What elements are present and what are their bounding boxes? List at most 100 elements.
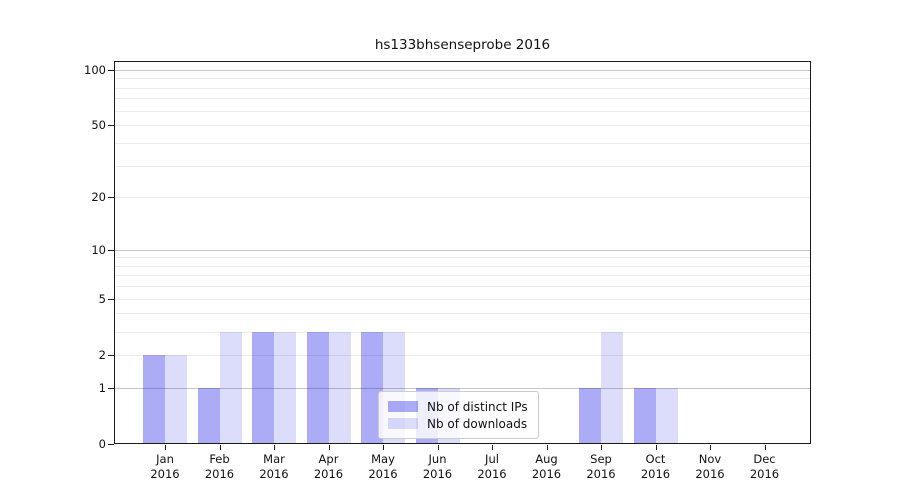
gridline-minor	[114, 265, 811, 267]
x-tick-label-line: 2016	[313, 467, 344, 481]
x-tick-label: Nov 2016	[678, 452, 742, 482]
x-tick	[383, 445, 384, 450]
y-tick	[108, 354, 114, 356]
gridline-minor	[114, 98, 811, 100]
y-tick-label: 0	[98, 437, 106, 451]
y-tick	[108, 444, 114, 445]
x-tick	[219, 445, 221, 450]
y-tick-label: 50	[91, 118, 106, 133]
bar-downloads-jan	[165, 354, 187, 444]
x-tick-label: Dec 2016	[733, 452, 797, 482]
y-tick	[108, 69, 114, 71]
gridline-major	[114, 69, 811, 71]
x-tick-label: Jan 2016	[133, 452, 197, 482]
gridline-minor	[114, 313, 811, 315]
gridline-major	[114, 249, 811, 251]
gridline-minor	[114, 142, 811, 144]
legend: Nb of distinct IPs Nb of downloads	[378, 391, 539, 439]
x-tick-label: Mar 2016	[242, 452, 306, 482]
x-tick-label-line: Dec	[753, 452, 776, 466]
x-tick-label-line: Jun	[428, 452, 447, 466]
gridline-minor	[114, 286, 811, 288]
x-tick-label-line: Sep	[590, 452, 612, 466]
x-tick-label: Jul 2016	[460, 452, 524, 482]
gridline-minor	[114, 197, 811, 199]
bar-downloads-apr	[328, 331, 351, 444]
gridline-minor	[114, 125, 811, 127]
x-tick-label-line: Apr	[318, 452, 339, 466]
x-tick-label-line: 2016	[150, 467, 180, 481]
gridline-minor	[114, 275, 811, 277]
x-tick-label-line: Oct	[645, 452, 666, 466]
bar-distinct-ips-may	[361, 331, 383, 444]
bar-downloads-mar	[274, 331, 296, 444]
gridline-minor	[114, 257, 811, 259]
x-tick-label-line: Mar	[263, 452, 285, 466]
bar-distinct-ips-mar	[252, 331, 274, 444]
x-tick-label: May 2016	[351, 452, 415, 482]
gridline-minor	[114, 298, 811, 300]
y-tick-label: 2	[98, 347, 106, 362]
bar-downloads-feb	[219, 331, 242, 444]
legend-label-distinct-ips: Nb of distinct IPs	[427, 399, 528, 414]
x-tick-label-line: Nov	[698, 452, 722, 466]
gridline-major	[114, 387, 811, 389]
y-tick	[108, 298, 114, 300]
bar-downloads-sep	[601, 331, 623, 444]
bar-distinct-ips-oct	[633, 387, 656, 444]
x-tick-label-line: 2016	[640, 467, 671, 481]
legend-item-distinct-ips: Nb of distinct IPs	[388, 398, 528, 415]
gridline-minor	[114, 87, 811, 89]
y-tick-label: 1	[98, 380, 106, 395]
bar-distinct-ips-feb	[197, 387, 220, 444]
gridline-minor	[114, 165, 811, 167]
bar-downloads-oct	[655, 387, 678, 444]
y-tick	[108, 387, 114, 389]
x-tick-label-line: 2016	[368, 467, 398, 481]
x-tick-label-line: May	[371, 452, 395, 466]
x-tick	[274, 445, 275, 450]
x-tick	[492, 445, 493, 450]
x-tick-label-line: Jan	[156, 452, 174, 466]
y-tick-label: 10	[91, 242, 106, 257]
gridline-minor	[114, 331, 811, 333]
x-tick-label-line: 2016	[204, 467, 235, 481]
x-tick-label-line: Aug	[535, 452, 558, 466]
legend-swatch-distinct-ips	[388, 401, 418, 412]
x-tick	[710, 445, 711, 450]
x-tick-label-line: 2016	[477, 467, 507, 481]
x-tick	[601, 445, 602, 450]
plot-area: Nb of distinct IPs Nb of downloads	[114, 61, 811, 444]
x-tick-label-line: Jul	[485, 452, 499, 466]
legend-label-downloads: Nb of downloads	[427, 416, 528, 431]
y-tick	[108, 249, 114, 251]
y-tick	[108, 125, 114, 127]
x-tick	[328, 445, 330, 450]
gridline-minor	[114, 78, 811, 80]
x-tick-label: Jun 2016	[406, 452, 470, 482]
legend-swatch-downloads	[388, 418, 418, 429]
y-tick-label: 5	[98, 291, 106, 306]
x-tick-label-line: 2016	[531, 467, 562, 481]
y-tick	[108, 197, 114, 199]
x-tick-label: Sep 2016	[569, 452, 633, 482]
x-tick-label-line: Feb	[209, 452, 230, 466]
x-tick-label: Oct 2016	[624, 452, 688, 482]
x-tick-label: Aug 2016	[515, 452, 579, 482]
x-tick	[655, 445, 657, 450]
x-tick	[546, 445, 548, 450]
x-tick-label: Apr 2016	[297, 452, 361, 482]
bar-distinct-ips-jan	[143, 354, 165, 444]
bar-distinct-ips-sep	[579, 387, 601, 444]
chart-title: hs133bhsenseprobe 2016	[374, 37, 551, 53]
x-tick	[437, 445, 439, 450]
x-tick-label: Feb 2016	[188, 452, 252, 482]
gridline-minor	[114, 354, 811, 356]
x-tick	[764, 445, 766, 450]
bar-distinct-ips-apr	[306, 331, 329, 444]
gridline-minor	[114, 110, 811, 112]
x-tick	[165, 445, 166, 450]
x-tick-label-line: 2016	[422, 467, 453, 481]
x-tick-label-line: 2016	[749, 467, 780, 481]
